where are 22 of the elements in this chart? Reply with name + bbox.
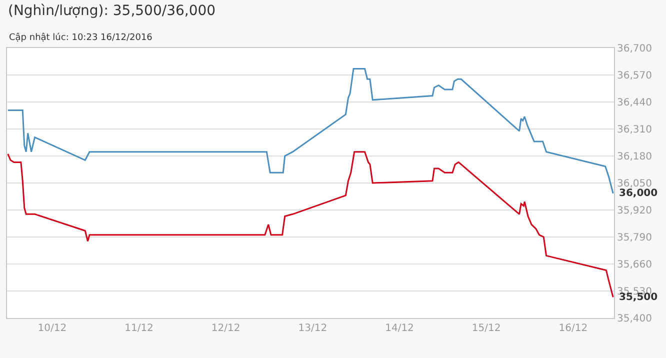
y-tick-label: 36,440 bbox=[617, 98, 652, 108]
x-tick-label: 15/12 bbox=[472, 323, 501, 334]
x-tick-label: 13/12 bbox=[298, 323, 328, 334]
x-tick-label: 10/12 bbox=[38, 323, 67, 334]
y-tick-label: 35,920 bbox=[617, 206, 652, 216]
x-tick-label: 11/12 bbox=[124, 323, 154, 334]
y-tick-label: 36,310 bbox=[617, 124, 652, 136]
y-tick-label: 35,400 bbox=[617, 314, 652, 324]
y-tick-label: 35,660 bbox=[617, 260, 652, 270]
x-tick-label: 12/12 bbox=[211, 323, 240, 334]
line-series bbox=[7, 68, 614, 194]
line-series bbox=[7, 151, 614, 298]
y-tick-label: 36,050 bbox=[617, 178, 652, 190]
y-tick-label: 36,570 bbox=[617, 70, 652, 82]
x-tick-label: 14/12 bbox=[385, 323, 414, 334]
y-tick-label: 35,790 bbox=[617, 232, 652, 244]
y-tick-label: 36,180 bbox=[617, 152, 652, 162]
chart-title: (Nghìn/lượng): 35,500/36,000 bbox=[8, 3, 216, 20]
chart-subtitle: Cập nhật lúc: 10:23 16/12/2016 bbox=[9, 32, 153, 43]
y-tick-label: 36,700 bbox=[617, 44, 652, 54]
annotation: 36,000 bbox=[619, 188, 658, 199]
x-tick-label: 16/12 bbox=[558, 323, 588, 334]
